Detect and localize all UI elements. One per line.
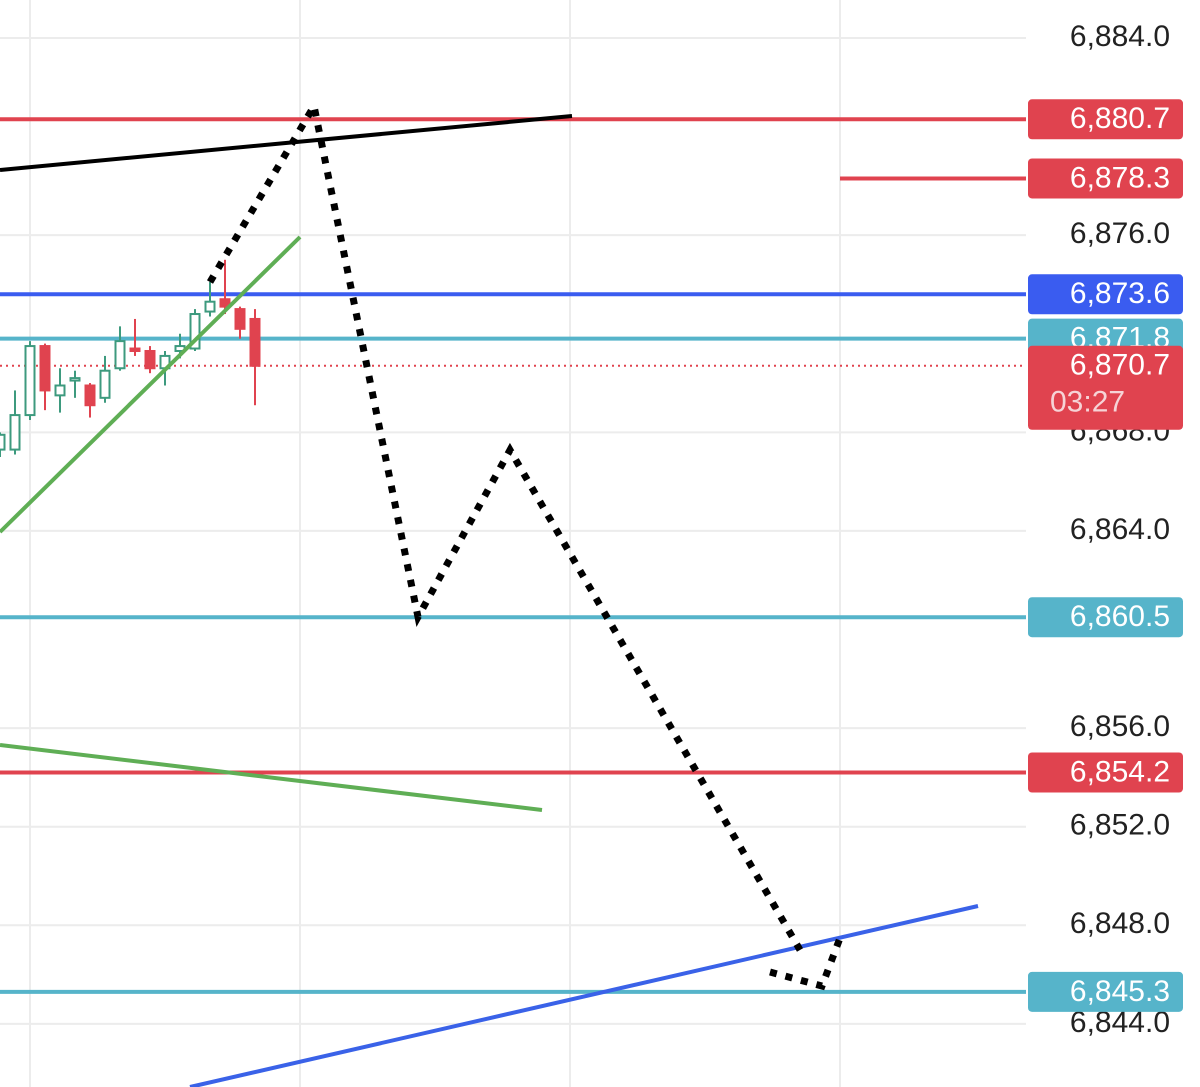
price-label-box <box>1028 971 1183 1012</box>
y-tick-label: 6,856.0 <box>1070 710 1170 743</box>
price-label-box <box>1028 158 1183 199</box>
horizontal-grid <box>0 36 1026 1025</box>
price-label: 6,873.6 <box>1070 277 1170 310</box>
price-label-box <box>1028 597 1183 638</box>
price-axis-ticks: 6,884.06,876.06,868.06,864.06,856.06,852… <box>1070 20 1170 1039</box>
candles <box>0 259 261 457</box>
candle-body <box>9 414 21 451</box>
price-levels <box>0 117 1026 994</box>
drawings <box>0 96 979 1087</box>
candle-body <box>114 340 126 370</box>
y-tick-label: 6,884.0 <box>1070 20 1170 53</box>
vertical-grid <box>29 0 841 1087</box>
y-tick-label: 6,848.0 <box>1070 907 1170 940</box>
price-axis-labels: 6,880.76,878.36,873.66,871.86,870.703:27… <box>1028 99 1183 1012</box>
price-label: 6,860.5 <box>1070 600 1170 633</box>
price-label-box <box>1028 752 1183 793</box>
price-label-box <box>1028 99 1183 140</box>
candle-body <box>69 377 81 382</box>
price-label: 6,854.2 <box>1070 755 1170 788</box>
trend-line <box>189 904 979 1087</box>
candle-body <box>54 384 66 397</box>
candle-body <box>0 433 6 451</box>
candle-body <box>39 345 51 392</box>
price-label: 6,870.7 <box>1070 349 1170 382</box>
candle-body <box>189 313 201 350</box>
trend-line <box>0 235 302 534</box>
candle-body <box>204 300 216 313</box>
price-label: 6,878.3 <box>1070 161 1170 194</box>
candle-body <box>249 317 261 367</box>
candle-body <box>219 298 231 308</box>
price-label: 6,845.3 <box>1070 975 1170 1008</box>
candle-body <box>84 384 96 407</box>
candle-body <box>99 369 111 399</box>
y-tick-label: 6,876.0 <box>1070 217 1170 250</box>
price-label-box <box>1028 274 1183 315</box>
projection-path <box>206 96 844 991</box>
candle-body <box>144 349 156 370</box>
price-label-box <box>1028 345 1183 430</box>
countdown-label: 03:27 <box>1050 386 1125 419</box>
y-tick-label: 6,852.0 <box>1070 809 1170 842</box>
y-tick-label: 6,864.0 <box>1070 513 1170 546</box>
candle-body <box>24 345 36 417</box>
trend-line <box>0 743 543 812</box>
candle-body <box>234 308 246 330</box>
trend-line <box>0 114 573 172</box>
candle-body <box>129 347 141 352</box>
price-label: 6,880.7 <box>1070 102 1170 135</box>
